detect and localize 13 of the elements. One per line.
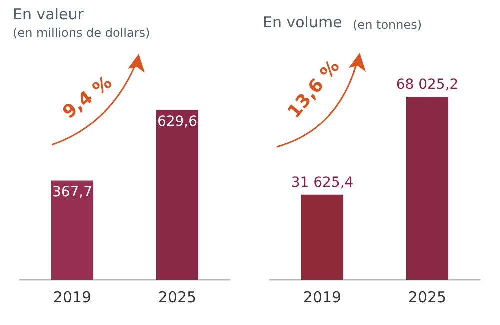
- chart-subtitle: (en millions de dollars): [13, 26, 150, 40]
- chart-title: En volume: [263, 14, 342, 32]
- x-tick-label: 2019: [303, 288, 342, 306]
- data-label: 367,7: [52, 184, 93, 201]
- x-tick-label: 2019: [53, 288, 92, 306]
- chart-subtitle: (en tonnes): [353, 18, 422, 32]
- data-label: 629,6: [157, 114, 198, 130]
- data-label: 31 625,4: [291, 174, 354, 191]
- x-tick-label: 2025: [158, 288, 197, 306]
- data-label: 68 025,2: [396, 77, 459, 93]
- x-tick-label: 2025: [408, 288, 447, 306]
- annotation: 9,4 %: [59, 72, 116, 124]
- chart-title: En valeur: [13, 6, 85, 24]
